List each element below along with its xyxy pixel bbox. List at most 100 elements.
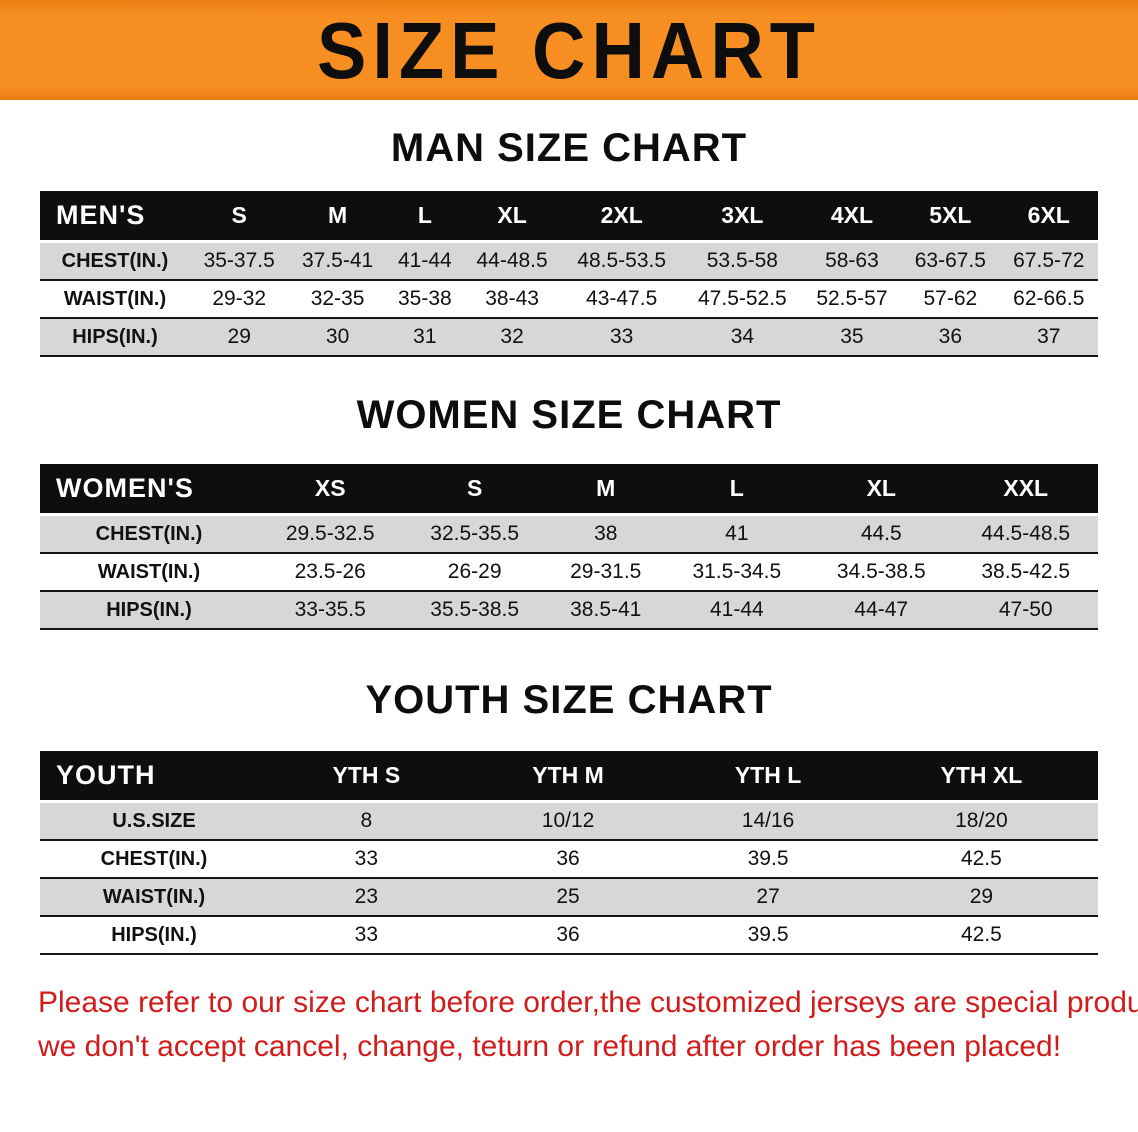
- disclaimer: Please refer to our size chart before or…: [0, 981, 1138, 1069]
- size-value-cell: 34: [730, 325, 755, 348]
- row-label: CHEST(IN.): [61, 249, 169, 272]
- table-header-row: MEN'S S M L XL 2XL 3XL 4XL 5XL 6XL: [40, 191, 1098, 243]
- table-header-row: YOUTH YTH S YTH M YTH L YTH XL: [40, 751, 1098, 803]
- table-row: HIPS(IN.) 33 36 39.5 42.5: [40, 916, 1098, 954]
- size-column-header: L: [664, 464, 810, 516]
- men-size-table: MEN'S S M L XL 2XL 3XL 4XL 5XL 6XL CHEST(IN.) 35-37…: [40, 191, 1098, 357]
- youth-size-table: YOUTH YTH S YTH M YTH L YTH XL U.S.SIZE 8 10/12…: [40, 751, 1098, 955]
- size-value-cell: 41-44: [397, 249, 452, 272]
- size-column-header: 6XL: [999, 191, 1098, 243]
- size-value-cell: 29-32: [212, 287, 267, 310]
- size-column-header: XL: [462, 191, 562, 243]
- size-value-cell: 30: [325, 325, 350, 348]
- size-column-header: 3XL: [682, 191, 803, 243]
- size-value-cell: 44-47: [854, 598, 909, 621]
- size-value-cell: 27: [756, 885, 780, 908]
- size-column-header: YTH S: [268, 751, 465, 803]
- size-value-cell: 32-35: [310, 287, 365, 310]
- table-row: CHEST(IN.) 35-37.5 37.5-41 41-44 44-48.5 48.5…: [40, 241, 1098, 280]
- size-value-cell: 29: [969, 885, 994, 908]
- size-value-cell: 52.5-57: [816, 287, 888, 310]
- table-row: WAIST(IN.) 23.5-26 26-29 29-31.5 31.5-34.5 34…: [40, 553, 1098, 591]
- table-corner-label: MEN'S: [40, 191, 190, 243]
- size-value-cell: 33: [354, 847, 379, 870]
- size-value-cell: 23.5-26: [294, 560, 366, 583]
- size-value-cell: 31.5-34.5: [692, 560, 782, 583]
- row-label: CHEST(IN.): [100, 847, 208, 870]
- table-row: HIPS(IN.) 33-35.5 35.5-38.5 38.5-41 41-44 44-…: [40, 591, 1098, 629]
- size-column-header: 4XL: [802, 191, 902, 243]
- size-value-cell: 25: [556, 885, 580, 908]
- table-corner-label: YOUTH: [40, 751, 268, 803]
- size-value-cell: 44.5: [860, 522, 902, 545]
- size-value-cell: 18/20: [955, 809, 1008, 832]
- size-column-header: XS: [258, 464, 403, 516]
- row-label: HIPS(IN.): [111, 923, 197, 946]
- size-value-cell: 37.5-41: [301, 249, 374, 272]
- size-value-cell: 42.5: [960, 923, 1002, 946]
- table-corner-label: WOMEN'S: [40, 464, 258, 516]
- size-value-cell: 39.5: [747, 847, 789, 870]
- size-value-cell: 29: [227, 325, 251, 348]
- size-value-cell: 36: [556, 923, 580, 946]
- size-column-header: YTH XL: [864, 751, 1098, 803]
- size-column-header: 5XL: [901, 191, 1000, 243]
- size-value-cell: 38-43: [485, 287, 539, 310]
- table-row: U.S.SIZE 8 10/12 14/16 18/20: [40, 801, 1098, 840]
- size-column-header: 2XL: [561, 191, 683, 243]
- size-column-header: L: [386, 191, 463, 243]
- women-size-section: WOMEN SIZE CHART WOMEN'S XS S M L XL XXL CHEST(…: [0, 393, 1138, 630]
- size-value-cell: 33: [609, 325, 634, 348]
- size-value-cell: 44-48.5: [476, 249, 548, 272]
- size-column-header: YTH M: [464, 751, 672, 803]
- size-value-cell: 32.5-35.5: [430, 522, 520, 545]
- size-chart-banner: SIZE CHART: [0, 0, 1138, 100]
- size-value-cell: 32: [500, 325, 524, 348]
- banner-title: SIZE CHART: [317, 5, 821, 95]
- size-value-cell: 38.5-41: [570, 598, 642, 621]
- row-label: CHEST(IN.): [95, 522, 203, 545]
- men-section-heading: MAN SIZE CHART: [390, 126, 748, 170]
- disclaimer-line-1: Please refer to our size chart before or…: [38, 986, 1138, 1019]
- table-row: HIPS(IN.) 29 30 31 32 33 34 35 36 37: [40, 318, 1098, 356]
- size-value-cell: 33-35.5: [294, 598, 366, 621]
- table-row: CHEST(IN.) 33 36 39.5 42.5: [40, 840, 1098, 878]
- table-row: CHEST(IN.) 29.5-32.5 32.5-35.5 38 41 44.5 44.5…: [40, 514, 1098, 553]
- size-value-cell: 41-44: [709, 598, 764, 621]
- size-value-cell: 10/12: [541, 809, 595, 832]
- row-label: WAIST(IN.): [97, 560, 201, 583]
- size-value-cell: 47-50: [998, 598, 1053, 621]
- row-label: U.S.SIZE: [112, 809, 196, 832]
- size-value-cell: 63-67.5: [914, 249, 986, 272]
- row-label: HIPS(IN.): [106, 598, 192, 621]
- size-value-cell: 34.5-38.5: [836, 560, 926, 583]
- size-value-cell: 67.5-72: [1013, 249, 1085, 272]
- size-value-cell: 38.5-42.5: [981, 560, 1071, 583]
- disclaimer-line-2: we don't accept cancel, change, teturn o…: [38, 1030, 1062, 1063]
- size-value-cell: 38: [594, 522, 618, 545]
- size-value-cell: 36: [556, 847, 580, 870]
- size-column-header: YTH L: [671, 751, 865, 803]
- size-column-header: S: [190, 191, 289, 243]
- size-value-cell: 42.5: [960, 847, 1002, 870]
- row-label: WAIST(IN.): [102, 885, 206, 908]
- men-size-section: MAN SIZE CHART MEN'S S M L XL 2XL 3XL 4XL 5XL 6XL…: [0, 126, 1138, 357]
- size-value-cell: 35-37.5: [203, 249, 275, 272]
- size-value-cell: 23: [354, 885, 379, 908]
- size-value-cell: 31: [413, 325, 437, 348]
- size-value-cell: 35-38: [397, 287, 452, 310]
- size-value-cell: 57-62: [923, 287, 978, 310]
- row-label: HIPS(IN.): [72, 325, 158, 348]
- size-value-cell: 33: [354, 923, 379, 946]
- youth-section-heading: YOUTH SIZE CHART: [365, 678, 773, 722]
- table-header-row: WOMEN'S XS S M L XL XXL: [40, 464, 1098, 516]
- size-value-cell: 35: [840, 325, 864, 348]
- women-size-table: WOMEN'S XS S M L XL XXL CHEST(IN.) 29.5-32.5 32.5…: [40, 464, 1098, 630]
- size-value-cell: 62-66.5: [1013, 287, 1085, 310]
- size-value-cell: 29.5-32.5: [285, 522, 375, 545]
- size-value-cell: 43-47.5: [586, 287, 658, 310]
- size-value-cell: 35.5-38.5: [430, 598, 520, 621]
- size-column-header: M: [546, 464, 665, 516]
- size-value-cell: 48.5-53.5: [577, 249, 667, 272]
- row-label: WAIST(IN.): [63, 287, 167, 310]
